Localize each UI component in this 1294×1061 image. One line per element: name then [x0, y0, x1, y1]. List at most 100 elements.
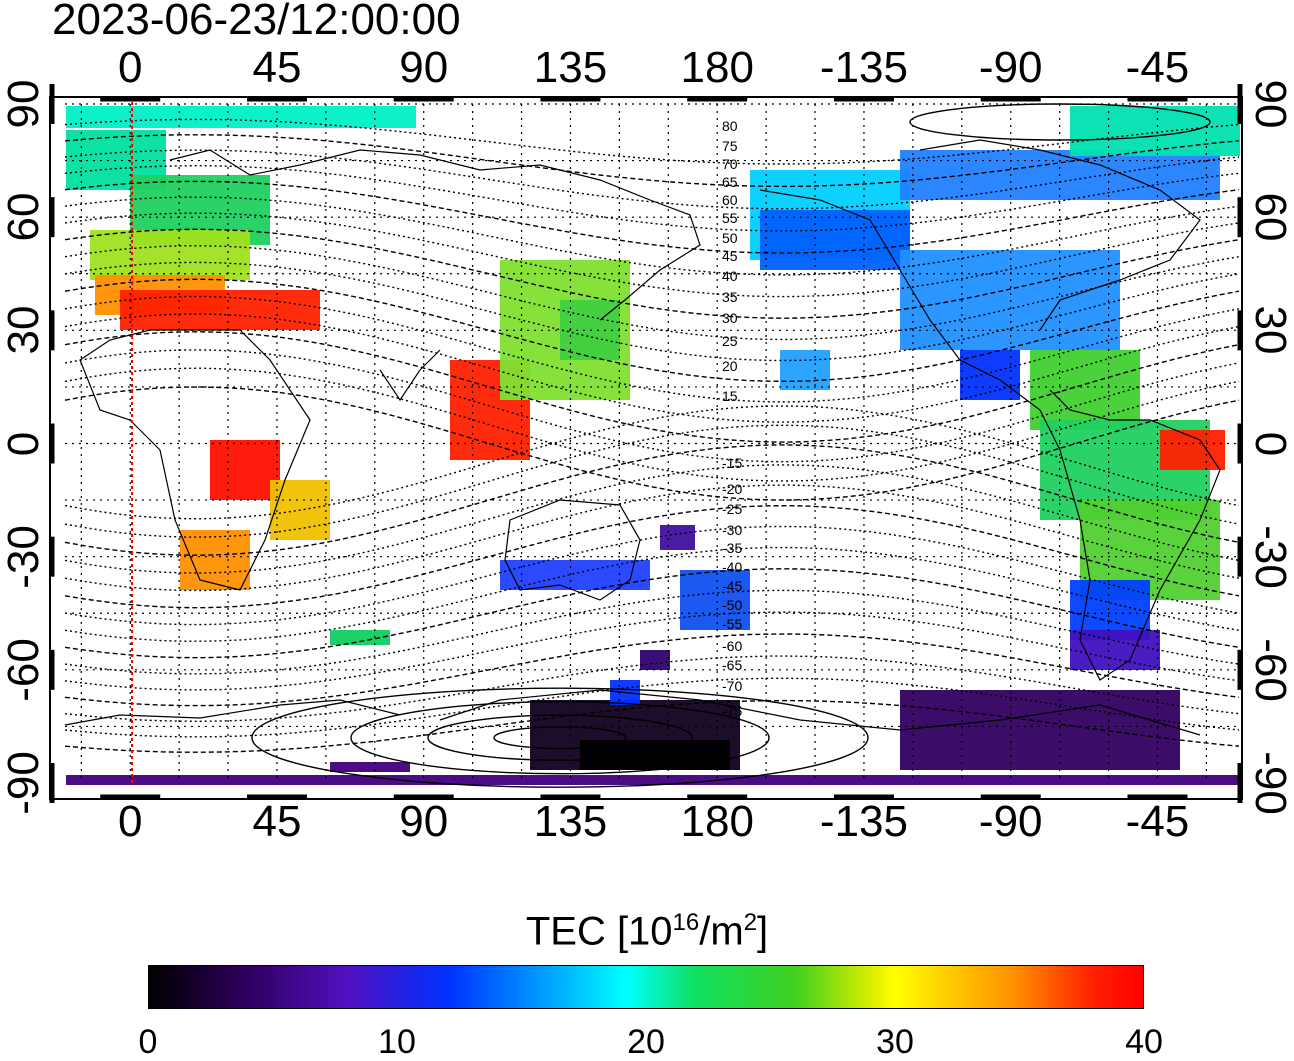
contour-line — [64, 313, 1240, 423]
contour-label: -40 — [722, 559, 742, 575]
tec-patch — [660, 525, 695, 550]
lon-tick-bottom: 135 — [533, 797, 608, 846]
tec-patch — [180, 530, 250, 590]
lon-tick-bottom: -135 — [819, 797, 909, 846]
lon-tick-top: 90 — [399, 43, 449, 92]
tec-patch — [500, 560, 650, 590]
tec-patch — [66, 775, 1240, 785]
contour-line — [64, 134, 1240, 188]
lon-tick-top: -135 — [819, 43, 909, 92]
contour-label: -70 — [722, 678, 742, 694]
contour-label: -20 — [722, 481, 742, 497]
lon-tick-bottom: 0 — [117, 797, 143, 846]
contour-line — [64, 228, 1240, 319]
colorbar-tick: 30 — [876, 1023, 914, 1061]
lon-tick-bottom: -45 — [1125, 797, 1190, 846]
tec-patch — [640, 650, 670, 670]
contour-label: 80 — [722, 118, 738, 134]
contour-label: 20 — [722, 358, 738, 374]
contour-ellipse — [493, 726, 627, 750]
contour-label: 15 — [722, 388, 738, 404]
contour-label: -30 — [722, 522, 742, 538]
contour-label: -60 — [722, 638, 742, 654]
contour-line — [64, 424, 1240, 538]
coastline — [379, 349, 441, 402]
contour-line — [64, 349, 1240, 463]
tec-patch — [1030, 350, 1140, 430]
contour-line — [64, 633, 1240, 707]
contour-label: 50 — [722, 230, 738, 246]
contour-line — [64, 261, 1240, 362]
contour-line — [64, 149, 1240, 210]
tec-patch — [580, 740, 730, 770]
colorbar-title: TEC [1016/m2] — [525, 909, 769, 954]
tec-patch — [120, 290, 320, 330]
contour-line — [64, 180, 1240, 254]
contour-label: -65 — [722, 657, 742, 673]
colorbar-tick: 10 — [378, 1023, 416, 1061]
tec-patch — [1070, 630, 1160, 670]
magnetic-contours — [64, 103, 1240, 788]
lon-tick-top: 135 — [533, 43, 608, 92]
contour-label: 40 — [722, 268, 738, 284]
contour-ellipse — [350, 701, 770, 775]
contour-line — [64, 611, 1240, 691]
contour-line — [64, 677, 1240, 738]
contour-label: 25 — [722, 333, 738, 349]
colorbar — [148, 965, 1144, 1009]
timestamp: 2023-06-23/12:00:00 — [52, 0, 461, 44]
contour-ellipse — [909, 103, 1211, 141]
contour-line — [64, 484, 1240, 592]
contour-line — [64, 331, 1240, 443]
tec-patch — [900, 250, 1120, 350]
lon-tick-bottom: 180 — [680, 797, 754, 846]
contour-line — [64, 546, 1240, 642]
tec-patch — [900, 690, 1180, 770]
contour-label: -50 — [722, 597, 742, 613]
lon-tick-bottom: 90 — [399, 797, 449, 846]
contour-line — [64, 367, 1240, 482]
tec-patch — [66, 106, 416, 128]
contour-line — [64, 196, 1240, 276]
contour-line — [64, 278, 1240, 383]
contour-label: 65 — [722, 174, 738, 190]
coastline — [79, 329, 311, 591]
tec-patch — [1070, 106, 1240, 156]
frame-ticks — [49, 84, 1243, 803]
contour-label: -15 — [722, 455, 742, 471]
coastlines — [64, 139, 1221, 736]
tec-patch — [780, 350, 830, 390]
contour-line — [64, 568, 1240, 659]
contour-line — [64, 245, 1240, 341]
lon-tick-top: 45 — [252, 43, 302, 92]
contour-ellipse — [427, 714, 693, 761]
contour-line — [64, 295, 1240, 403]
contour-line — [64, 212, 1240, 298]
contour-label: 75 — [722, 138, 738, 154]
coastline — [759, 189, 1221, 681]
colorbar-tick: 20 — [627, 1023, 665, 1061]
tec-patch — [680, 570, 750, 630]
contour-label: -55 — [722, 616, 742, 632]
tec-patch — [90, 230, 250, 280]
lon-tick-top: 0 — [117, 43, 143, 92]
contour-line — [64, 444, 1240, 556]
contour-label: -45 — [722, 578, 742, 594]
contour-line — [64, 405, 1240, 520]
lon-tick-top: -45 — [1125, 43, 1190, 92]
lon-tick-bottom: -90 — [978, 797, 1043, 846]
lon-tick-bottom: 45 — [252, 797, 302, 846]
coastline — [169, 149, 701, 321]
tec-patch — [760, 210, 910, 270]
contour-line — [64, 164, 1240, 232]
coastline — [64, 699, 401, 726]
contour-ellipse — [251, 687, 869, 788]
contour-label: 35 — [722, 289, 738, 305]
coastline — [919, 139, 1201, 331]
contour-line — [64, 589, 1240, 675]
contour-label: 70 — [722, 156, 738, 172]
contour-label: -25 — [722, 501, 742, 517]
graticule — [65, 103, 1239, 783]
contour-labels: 80 75 70 65 60 55 50 45 40 35 30 25 20 15 -15 -20 -25 -30… — [722, 118, 742, 719]
